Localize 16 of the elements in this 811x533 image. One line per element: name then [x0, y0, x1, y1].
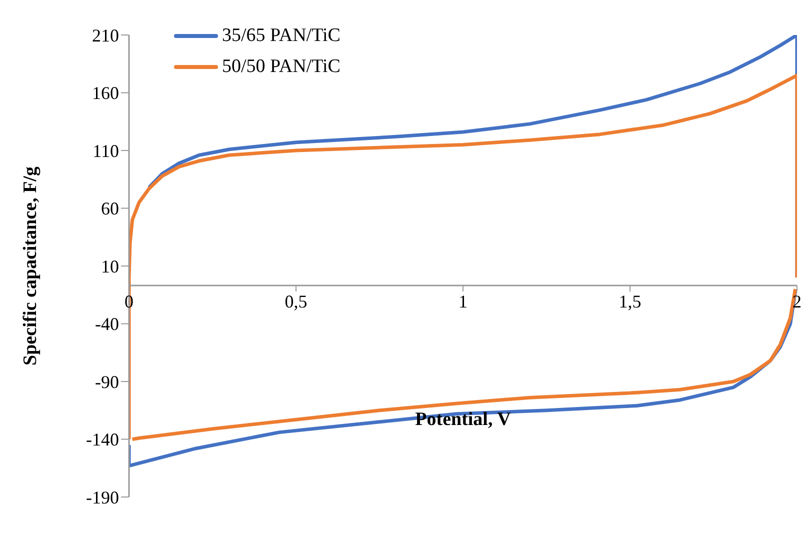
y-tick-label: 210	[92, 25, 119, 46]
y-tick-label: -140	[86, 430, 119, 450]
y-tick-label: 60	[101, 198, 119, 219]
y-tick-label: 160	[92, 83, 119, 104]
x-tick-label: 1,5	[618, 292, 642, 312]
x-tick-label: 0,5	[284, 292, 308, 312]
y-tick-label: -90	[95, 372, 119, 392]
x-axis-title: Potential, V	[415, 409, 512, 430]
y-tick-label: 110	[92, 140, 119, 161]
y-axis-title: Specific capacitance, F/g	[20, 166, 41, 366]
legend-label: 35/65 PAN/TiC	[222, 24, 340, 46]
y-tick-label: 10	[101, 256, 119, 276]
y-tick-label: -190	[86, 487, 119, 508]
y-tick-label: -40	[95, 314, 119, 334]
legend-label: 50/50 PAN/TiC	[222, 56, 340, 78]
x-tick-label: 1	[458, 292, 468, 312]
